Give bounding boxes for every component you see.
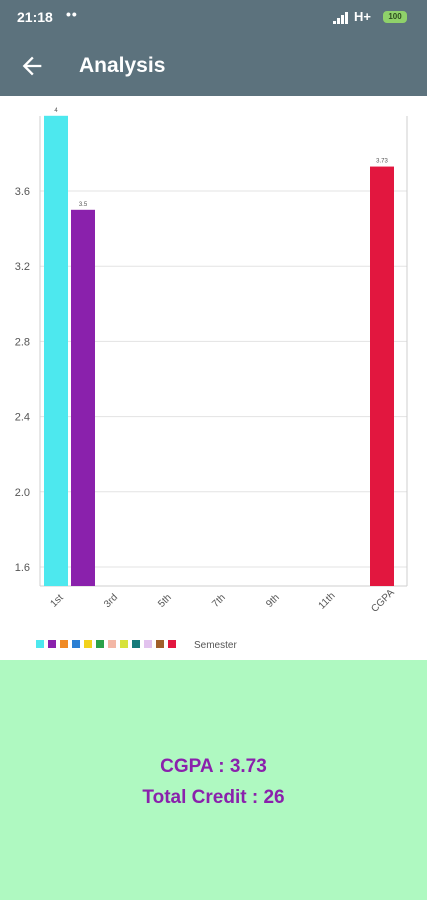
legend-swatch — [120, 640, 128, 648]
y-tick-label: 1.6 — [15, 562, 30, 574]
status-bar: 21:18 •• H+ 100 — [0, 0, 427, 36]
legend-swatch — [96, 640, 104, 648]
page-title: Analysis — [79, 54, 166, 77]
legend-swatch — [84, 640, 92, 648]
app-bar: Analysis — [0, 36, 427, 96]
x-tick-label: 11th — [317, 591, 338, 612]
legend-swatch — [108, 640, 116, 648]
notification-dots: •• — [66, 6, 78, 22]
bar-2nd — [71, 209, 95, 587]
semester-bar-chart: 1.6 2.0 2.4 2.8 3.2 3.6 4 3.5 3.73 1st 3rd 5th 7th 9t… — [15, 108, 408, 651]
y-tick-label: 2.8 — [15, 336, 30, 348]
signal-icon — [333, 12, 348, 24]
legend-swatch — [60, 640, 68, 648]
battery-icon: 100 — [383, 11, 407, 23]
legend-swatch — [48, 640, 56, 648]
status-time: 21:18 — [17, 9, 53, 25]
bar-1st — [44, 115, 68, 587]
legend-swatch — [168, 640, 176, 648]
data-label: 3.5 — [79, 202, 88, 208]
arrow-left-icon[interactable] — [18, 52, 46, 80]
x-tick-label: 3rd — [102, 592, 120, 610]
bar-cgpa — [370, 166, 394, 586]
x-tick-label: 7th — [210, 592, 228, 610]
legend-swatch — [144, 640, 152, 648]
chart-area: 1.6 2.0 2.4 2.8 3.2 3.6 4 3.5 3.73 1st 3rd 5th 7th 9t… — [0, 96, 427, 660]
x-tick-label: 9th — [264, 592, 282, 610]
x-tick-label: CGPA — [369, 587, 397, 615]
y-tick-label: 2.0 — [15, 487, 30, 499]
legend-label: Semester — [194, 640, 237, 651]
legend-swatch — [72, 640, 80, 648]
data-label: 4 — [54, 108, 58, 114]
y-tick-label: 3.2 — [15, 261, 30, 273]
cgpa-text: CGPA : 3.73 — [160, 756, 267, 777]
x-tick-label: 1st — [48, 592, 65, 609]
legend-swatch — [36, 640, 44, 648]
network-type: H+ — [354, 9, 371, 24]
total-credit-text: Total Credit : 26 — [142, 787, 285, 808]
summary-panel: CGPA : 3.73 Total Credit : 26 — [0, 660, 427, 900]
y-tick-label: 3.6 — [15, 186, 30, 198]
data-label: 3.73 — [376, 159, 388, 165]
legend-swatch — [156, 640, 164, 648]
legend-swatch — [132, 640, 140, 648]
y-tick-label: 2.4 — [15, 412, 30, 424]
x-tick-label: 5th — [156, 592, 174, 610]
